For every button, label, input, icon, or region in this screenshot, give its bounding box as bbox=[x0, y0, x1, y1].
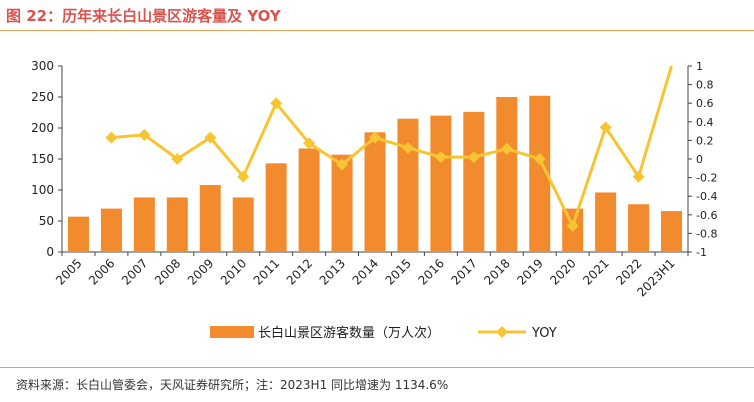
yoy-point-2020 bbox=[566, 219, 579, 232]
right-tick-label: 0.6 bbox=[696, 97, 714, 110]
yoy-point-2021 bbox=[599, 121, 612, 134]
x-tick-label: 2011 bbox=[251, 256, 282, 287]
source-note: 资料来源：长白山管委会，天风证券研究所；注：2023H1 同比增速为 1134.… bbox=[16, 378, 449, 392]
right-tick-label: 0.8 bbox=[696, 79, 714, 92]
yoy-point-2008 bbox=[171, 153, 184, 165]
x-tick-label: 2008 bbox=[152, 256, 183, 287]
legend-line-label: YOY bbox=[531, 326, 557, 341]
bar-2022 bbox=[628, 204, 650, 252]
x-tick-label: 2015 bbox=[383, 256, 414, 287]
left-tick-label: 50 bbox=[39, 214, 54, 228]
bar-2014 bbox=[364, 132, 386, 252]
yoy-point-2022 bbox=[632, 170, 645, 183]
bar-2016 bbox=[430, 115, 452, 252]
yoy-point-2014 bbox=[369, 131, 381, 144]
left-tick-label: 0 bbox=[46, 245, 54, 259]
bar-2008 bbox=[166, 197, 188, 252]
yoy-point-2017 bbox=[467, 151, 480, 164]
left-tick-label: 200 bbox=[31, 121, 54, 135]
yoy-point-2006 bbox=[105, 131, 118, 144]
bar-2007 bbox=[133, 197, 155, 252]
bar-2005 bbox=[67, 216, 89, 252]
x-tick-label: 2021 bbox=[580, 256, 611, 287]
yoy-point-2009 bbox=[204, 131, 217, 144]
bar-2015 bbox=[397, 118, 419, 252]
legend-bar-swatch bbox=[210, 326, 254, 338]
yoy-point-2015 bbox=[401, 141, 414, 154]
top-divider bbox=[0, 30, 754, 31]
bar-2019 bbox=[529, 95, 551, 252]
bar-2010 bbox=[232, 197, 254, 252]
left-tick-label: 150 bbox=[31, 152, 54, 166]
right-tick-label: -0.8 bbox=[696, 227, 717, 240]
x-tick-label: 2017 bbox=[448, 256, 479, 287]
x-tick-label: 2006 bbox=[86, 256, 117, 287]
x-tick-label: 2016 bbox=[416, 256, 447, 287]
yoy-series-line bbox=[111, 65, 673, 228]
right-tick-label: -1 bbox=[696, 246, 707, 259]
yoy-point-2019 bbox=[533, 153, 546, 165]
right-tick-label: 0.2 bbox=[696, 134, 714, 147]
bottom-divider bbox=[0, 367, 754, 368]
yoy-point-2018 bbox=[500, 142, 513, 155]
bar-2018 bbox=[496, 97, 518, 252]
bar-2013 bbox=[331, 154, 353, 252]
legend-line-marker bbox=[496, 326, 508, 338]
yoy-point-2007 bbox=[138, 128, 151, 141]
x-tick-label: 2018 bbox=[481, 256, 512, 287]
yoy-point-2012 bbox=[303, 137, 316, 150]
right-tick-label: -0.4 bbox=[696, 190, 717, 203]
legend-bar-label: 长白山景区游客数量（万人次） bbox=[258, 325, 440, 341]
x-tick-label: 2010 bbox=[218, 256, 249, 287]
right-tick-label: 0.4 bbox=[696, 116, 714, 129]
bar-line-chart: 0 50 100 150 200 250 300 -1 -0.8 -0.6 -0.4 -0.2 0 0.2… bbox=[31, 59, 717, 341]
x-tick-label: 2005 bbox=[53, 256, 84, 287]
x-tick-label: 2019 bbox=[514, 256, 545, 287]
left-tick-label: 250 bbox=[31, 90, 54, 104]
right-tick-label: 1 bbox=[696, 60, 703, 73]
yoy-point-2013 bbox=[336, 158, 349, 171]
bar-2006 bbox=[100, 208, 122, 252]
yoy-point-2016 bbox=[434, 151, 447, 164]
bar-2009 bbox=[199, 185, 221, 252]
bar-2023H1 bbox=[661, 211, 683, 252]
x-tick-label: 2007 bbox=[119, 256, 150, 287]
figure-title: 图 22：历年来长白山景区游客量及 YOY bbox=[6, 7, 281, 25]
right-tick-label: -0.2 bbox=[696, 172, 717, 185]
x-tick-label: 2013 bbox=[317, 256, 348, 287]
left-tick-label: 300 bbox=[31, 59, 54, 73]
yoy-point-2011 bbox=[270, 97, 283, 110]
x-tick-label: 2014 bbox=[350, 256, 381, 287]
x-tick-label: 2012 bbox=[284, 256, 315, 287]
left-tick-label: 100 bbox=[31, 183, 54, 197]
right-tick-label: -0.6 bbox=[696, 209, 717, 222]
yoy-point-2010 bbox=[237, 170, 250, 183]
bar-2017 bbox=[463, 111, 485, 252]
bar-2011 bbox=[265, 163, 287, 252]
bar-2012 bbox=[298, 148, 320, 252]
bar-2021 bbox=[595, 192, 617, 252]
right-tick-label: 0 bbox=[696, 153, 703, 166]
x-tick-label: 2009 bbox=[185, 256, 216, 287]
x-tick-label: 2020 bbox=[547, 256, 578, 287]
